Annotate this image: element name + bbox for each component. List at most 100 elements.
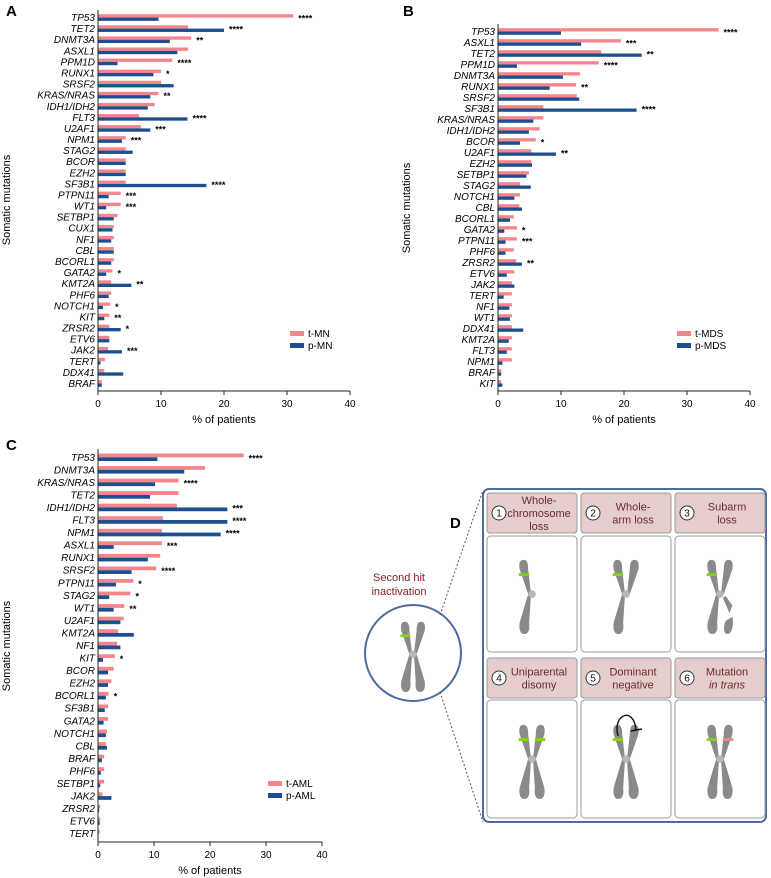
bar-t-mds [498,281,512,285]
bar-t-mn [98,36,192,40]
bar-t-aml [98,704,109,709]
bar-p-mds [498,42,582,46]
bar-t-aml [98,516,163,521]
legend-swatch [268,781,282,786]
x-axis-label: % of patients [592,414,656,426]
inhibition-arrow [616,714,637,737]
bar-p-aml [98,494,151,499]
gene-label: NOTCH1 [54,301,95,312]
bar-p-mn [98,239,112,243]
bar-t-mds [498,171,529,175]
bar-p-mn [98,328,121,332]
significance-marker: **** [161,566,176,576]
gene-label: GATA2 [464,225,496,236]
significance-marker: ** [114,313,122,323]
bar-p-mds [498,163,533,167]
gene-label: PTPN11 [458,236,495,247]
bar-t-mds [498,292,512,296]
significance-marker: * [117,269,121,279]
bar-p-aml [98,457,158,462]
bar-p-mds [498,97,580,101]
bar-t-mds [498,369,502,373]
gene-label: SF3B1 [64,179,95,190]
gene-label: BRAF [468,368,496,379]
bar-t-mds [498,325,512,329]
significance-marker: *** [232,503,243,513]
gene-label: RUNX1 [61,68,95,79]
legend-swatch [268,793,282,798]
gene-label: BCORL1 [455,214,495,225]
bar-p-mn [98,316,105,321]
bar-t-aml [98,478,179,483]
significance-marker: ** [527,259,535,269]
bar-p-mds [498,273,507,277]
gene-label: U2AF1 [64,124,95,135]
significance-marker: **** [249,453,264,463]
legend-swatch [290,331,304,336]
bar-t-mn [98,180,126,184]
gene-label: PTPN11 [58,578,95,589]
bar-t-mn [98,14,294,18]
gene-label: ETV6 [470,269,495,280]
bar-p-mn [98,206,107,210]
second-hit-diagram: Second hit inactivation 1 Whole-chromosom… [364,488,767,823]
bar-t-mn [98,25,189,29]
bar-t-mn [98,47,189,51]
bar-t-aml [98,566,157,571]
gene-label: PHF6 [69,766,95,777]
bar-p-aml [98,720,104,725]
mechanism-header-3 [674,492,766,534]
gene-label: CBL [76,741,95,752]
bar-t-mds [498,303,512,307]
bar-t-aml [98,654,115,659]
allele-marker [722,738,734,742]
gene-label: STAG2 [463,181,495,192]
gene-label: RUNX1 [61,553,95,564]
bar-t-mn [98,147,126,151]
mechanism-number-badge [679,670,695,686]
bar-t-mn [98,380,102,384]
gene-label: WT1 [74,202,95,213]
significance-marker: **** [642,105,657,115]
mechanism-label: negative [612,680,654,692]
gene-label: SETBP1 [57,213,95,224]
gene-label: DNMT3A [54,35,95,46]
bar-p-mn [98,217,114,221]
bar-t-aml [98,453,244,458]
gene-label: TP53 [471,27,495,38]
bar-p-mds [498,328,524,332]
bar-t-mds [498,347,512,351]
gene-label: BCOR [466,137,495,148]
gene-label: DNMT3A [54,465,95,476]
significance-marker: **** [232,516,247,526]
bar-t-mn [98,357,105,362]
mechanism-number: 2 [590,509,596,520]
gene-label: ZRSR2 [61,804,95,815]
bar-t-aml [98,679,112,684]
connector-top [439,489,484,616]
chromosome-icon [400,621,426,692]
allele-marker [400,634,411,638]
significance-marker: * [138,579,142,589]
legend-entry: p-MN [308,341,332,352]
gene-label: ASXL1 [463,38,495,49]
x-tick-label: 10 [148,850,160,861]
bar-t-aml [98,503,177,508]
gene-label: ASXL1 [63,46,95,57]
x-tick-label: 30 [681,399,693,410]
bar-t-aml [98,729,107,734]
significance-marker: **** [604,61,619,71]
significance-marker: **** [298,14,313,24]
bar-t-aml [98,591,131,596]
gene-label: EZH2 [69,168,95,179]
significance-marker: * [522,226,526,236]
gene-label: SRSF2 [463,93,496,104]
connector-bottom [439,691,484,823]
mechanism-header-2 [580,492,672,534]
bar-t-mn [98,213,118,218]
gene-label: KMT2A [62,279,96,290]
bar-t-mds [498,226,517,230]
bar-p-mds [498,240,506,244]
bar-t-mds [498,94,577,98]
